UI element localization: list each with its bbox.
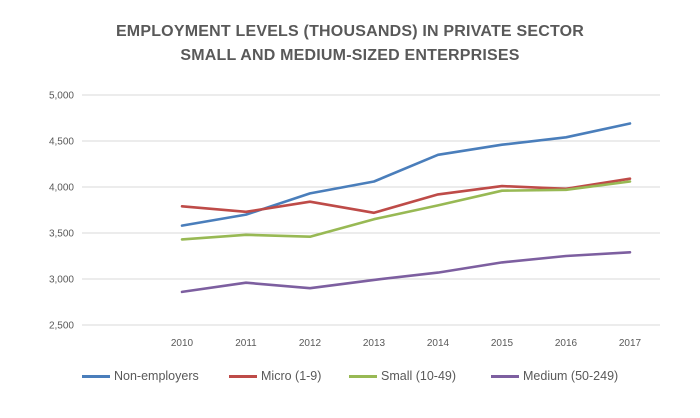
legend-label: Micro (1-9) — [261, 369, 322, 383]
y-tick-label: 4,500 — [49, 137, 74, 148]
x-tick-label: 2013 — [363, 338, 386, 349]
chart-title-line-2: SMALL AND MEDIUM-SIZED ENTERPRISES — [180, 47, 520, 64]
legend-item: Micro (1-9) — [229, 369, 321, 383]
y-tick-label: 2,500 — [49, 321, 74, 332]
legend-item: Medium (50-249) — [491, 369, 618, 383]
y-tick-label: 3,500 — [49, 229, 74, 240]
y-tick-label: 4,000 — [49, 183, 74, 194]
legend-label: Medium (50-249) — [523, 369, 619, 383]
x-tick-label: 2016 — [555, 338, 578, 349]
x-tick-label: 2017 — [619, 338, 642, 349]
x-tick-label: 2011 — [235, 338, 257, 349]
x-tick-label: 2014 — [427, 338, 450, 349]
chart-title-line-1: EMPLOYMENT LEVELS (THOUSANDS) IN PRIVATE… — [115, 23, 585, 40]
y-tick-label: 3,000 — [49, 275, 74, 286]
legend-label: Small (10-49) — [381, 369, 457, 383]
legend-item: Non-employers — [82, 369, 199, 383]
legend-swatch — [82, 374, 110, 378]
x-tick-label: 2012 — [299, 338, 322, 349]
series-line-2 — [180, 180, 632, 241]
legend: Non-employers Micro (1-9) Small (10-49) Med… — [0, 369, 700, 391]
legend-item: Small (10-49) — [349, 369, 456, 383]
legend-swatch — [229, 374, 257, 378]
x-tick-label: 2010 — [171, 338, 194, 349]
series-line-1 — [180, 177, 632, 215]
x-tick-label: 2015 — [491, 338, 514, 349]
chart-title: EMPLOYMENT LEVELS (THOUSANDS) IN PRIVATE… — [0, 20, 700, 68]
legend-label: Non-employers — [114, 369, 199, 383]
series-line-3 — [180, 251, 632, 294]
legend-swatch — [491, 374, 519, 378]
legend-swatch — [349, 374, 377, 378]
y-tick-label: 5,000 — [49, 91, 74, 102]
